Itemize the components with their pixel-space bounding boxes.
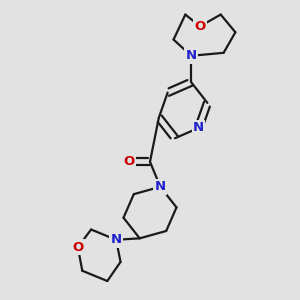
Text: N: N (155, 180, 166, 193)
Text: O: O (72, 241, 83, 254)
Text: N: N (111, 233, 122, 246)
Text: N: N (186, 49, 197, 62)
Text: O: O (194, 20, 206, 33)
Text: N: N (193, 122, 204, 134)
Text: O: O (124, 155, 135, 168)
